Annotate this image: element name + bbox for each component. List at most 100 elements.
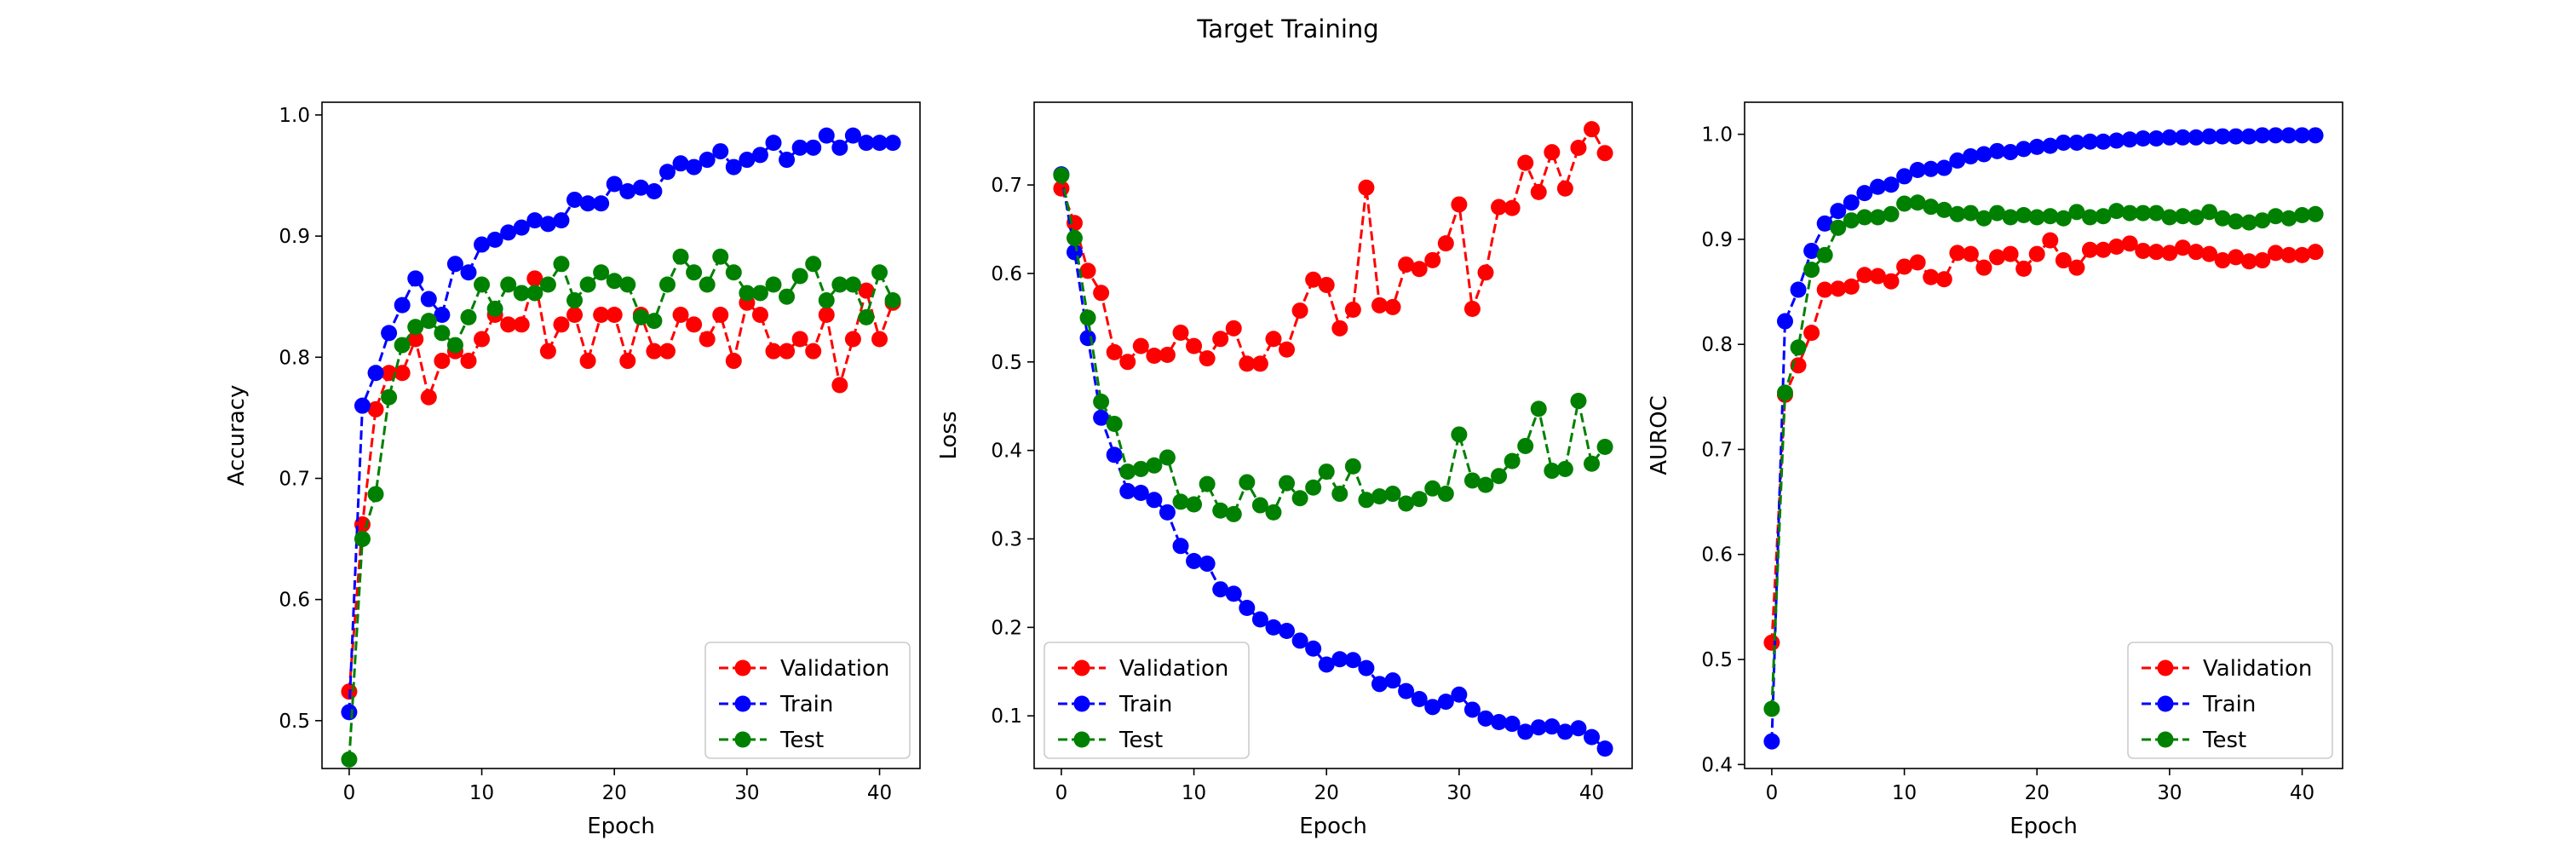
data-point bbox=[1265, 504, 1282, 521]
data-point bbox=[1883, 176, 1900, 193]
data-point bbox=[1584, 121, 1601, 138]
data-point bbox=[1830, 203, 1847, 220]
x-axis-label: Epoch bbox=[2010, 814, 2078, 839]
data-point bbox=[2228, 213, 2245, 230]
data-point bbox=[2108, 132, 2125, 149]
data-point bbox=[500, 316, 517, 333]
data-point bbox=[779, 288, 796, 305]
data-point bbox=[1816, 215, 1833, 232]
data-point bbox=[1975, 210, 1992, 227]
x-tick-label: 20 bbox=[1314, 782, 1339, 804]
data-point bbox=[1790, 339, 1807, 356]
legend-label: Train bbox=[2202, 692, 2256, 717]
data-point bbox=[2042, 208, 2059, 225]
series-test bbox=[341, 248, 901, 768]
data-point bbox=[2267, 208, 2284, 225]
data-point bbox=[1544, 463, 1561, 480]
legend-label: Validation bbox=[1119, 656, 1228, 682]
data-point bbox=[526, 285, 543, 302]
data-point bbox=[1949, 205, 1966, 222]
data-point bbox=[2015, 141, 2033, 158]
x-tick-label: 10 bbox=[469, 782, 494, 804]
data-point bbox=[1530, 400, 1547, 417]
data-point bbox=[672, 155, 689, 172]
data-point bbox=[354, 397, 371, 414]
data-point bbox=[2174, 208, 2191, 225]
data-point bbox=[619, 183, 636, 199]
data-point bbox=[486, 300, 503, 317]
data-point bbox=[1816, 246, 1833, 263]
data-point bbox=[884, 291, 901, 308]
data-point bbox=[1225, 320, 1242, 337]
data-point bbox=[1344, 302, 1361, 319]
y-tick-label: 0.8 bbox=[1701, 334, 1733, 356]
data-point bbox=[871, 331, 888, 348]
data-point bbox=[884, 135, 901, 152]
data-point bbox=[513, 219, 530, 236]
series-train bbox=[1763, 127, 2324, 750]
data-point bbox=[1935, 201, 1952, 218]
data-point bbox=[1093, 285, 1110, 302]
x-tick-label: 20 bbox=[2025, 782, 2050, 804]
data-point bbox=[1239, 474, 1256, 491]
data-point bbox=[460, 264, 477, 281]
data-point bbox=[2294, 127, 2311, 144]
data-point bbox=[2135, 204, 2152, 222]
y-axis-label: Accuracy bbox=[224, 385, 250, 486]
data-point bbox=[739, 152, 756, 169]
data-point bbox=[2055, 252, 2072, 269]
x-tick-label: 10 bbox=[1892, 782, 1917, 804]
data-point bbox=[367, 400, 384, 417]
data-point bbox=[1199, 556, 1216, 573]
y-tick-label: 0.8 bbox=[279, 347, 310, 369]
data-point bbox=[2055, 134, 2072, 151]
data-point bbox=[1790, 281, 1807, 298]
data-point bbox=[1331, 320, 1348, 337]
data-point bbox=[1883, 205, 1900, 222]
data-point bbox=[765, 343, 782, 360]
data-point bbox=[871, 264, 888, 281]
data-point bbox=[1584, 728, 1601, 746]
data-point bbox=[1776, 313, 1793, 330]
data-point bbox=[1159, 347, 1176, 363]
data-point bbox=[2095, 241, 2112, 258]
data-point bbox=[858, 308, 875, 325]
data-point bbox=[2148, 244, 2165, 261]
data-point bbox=[1093, 394, 1110, 411]
data-point bbox=[1962, 204, 1979, 222]
data-point bbox=[1344, 458, 1361, 475]
data-point bbox=[1883, 273, 1900, 290]
data-point bbox=[686, 158, 703, 176]
data-point bbox=[2174, 129, 2191, 146]
data-point bbox=[1596, 740, 1613, 757]
data-point bbox=[1344, 652, 1361, 669]
data-point bbox=[831, 276, 848, 293]
data-point bbox=[1398, 495, 1415, 512]
data-point bbox=[1411, 491, 1428, 508]
data-point bbox=[1172, 493, 1189, 510]
legend-label: Test bbox=[1118, 728, 1163, 753]
data-point bbox=[1212, 331, 1229, 348]
y-tick-label: 0.7 bbox=[279, 468, 310, 490]
data-point bbox=[2002, 144, 2019, 161]
data-point bbox=[1251, 497, 1268, 514]
data-point bbox=[2280, 127, 2297, 144]
data-point bbox=[1949, 245, 1966, 262]
legend: Validation Train Test bbox=[2127, 642, 2333, 759]
data-point bbox=[699, 152, 716, 169]
data-point bbox=[818, 127, 835, 144]
series-validation bbox=[1763, 232, 2324, 651]
data-point bbox=[1463, 701, 1481, 718]
data-point bbox=[2068, 259, 2085, 276]
data-point bbox=[831, 139, 848, 156]
data-point bbox=[1975, 146, 1992, 163]
y-tick-label: 0.2 bbox=[991, 617, 1022, 639]
data-point bbox=[2267, 245, 2284, 262]
data-point bbox=[513, 285, 530, 302]
data-point bbox=[553, 316, 570, 333]
data-point bbox=[632, 308, 649, 325]
data-point bbox=[1424, 699, 1441, 716]
data-point bbox=[712, 307, 729, 324]
data-point bbox=[500, 276, 517, 293]
data-point bbox=[539, 343, 556, 360]
